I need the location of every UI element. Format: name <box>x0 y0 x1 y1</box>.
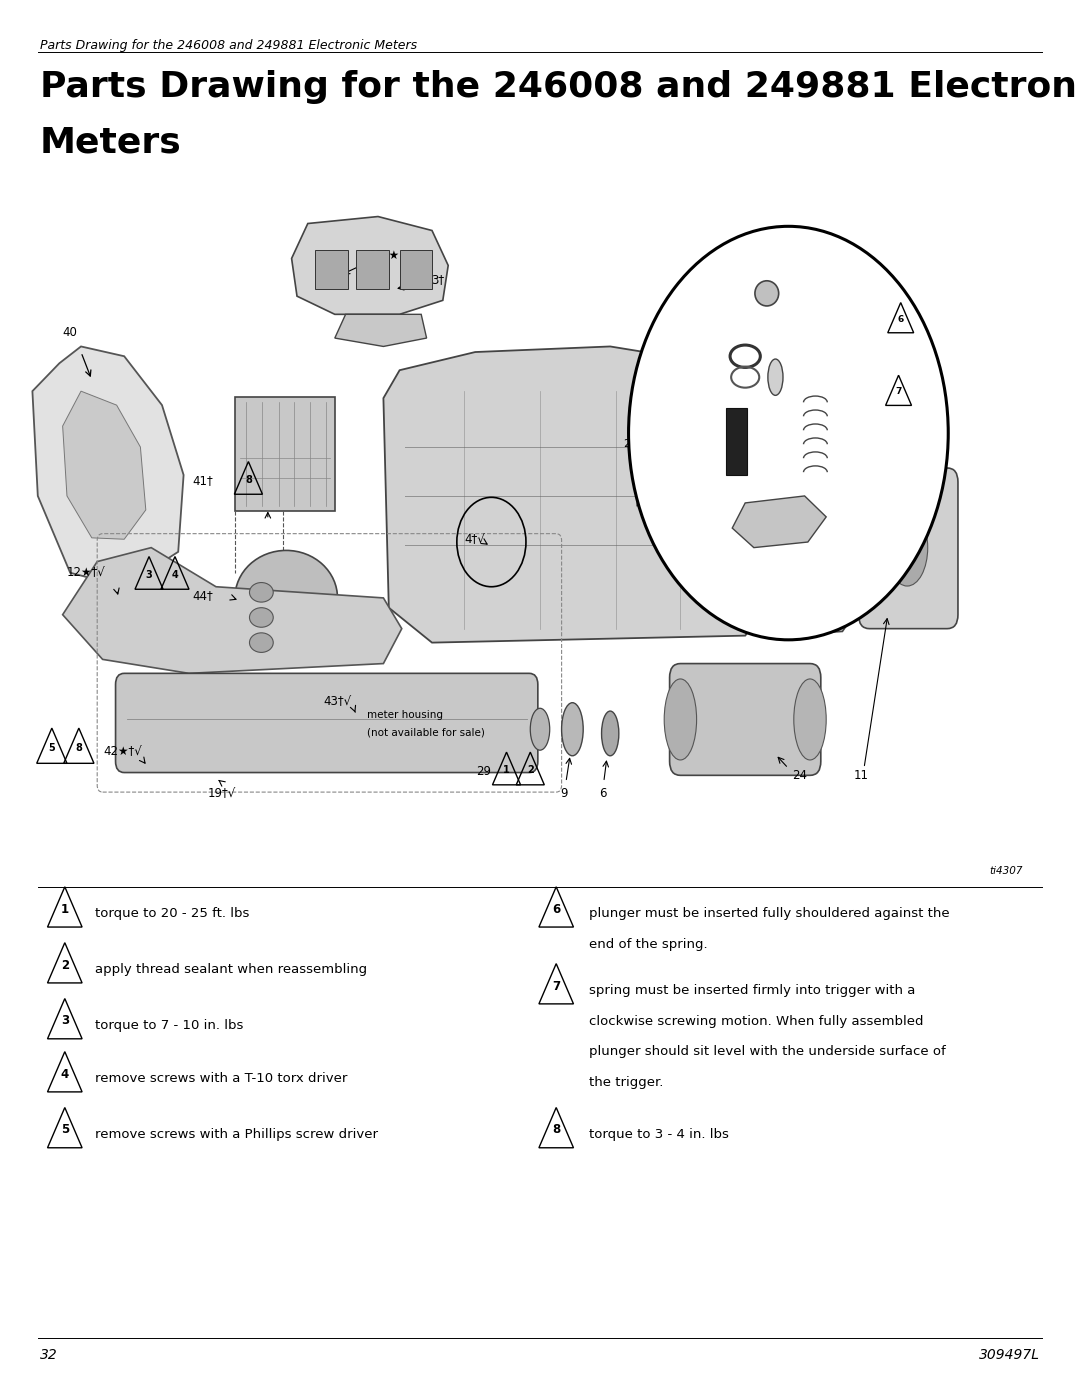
Text: 8: 8 <box>245 475 252 485</box>
Text: torque to 7 - 10 in. lbs: torque to 7 - 10 in. lbs <box>95 1018 243 1032</box>
Text: 14 †√: 14 †√ <box>853 511 882 522</box>
Ellipse shape <box>768 359 783 395</box>
Bar <box>726 408 747 475</box>
Ellipse shape <box>249 608 273 627</box>
Text: 4†√: 4†√ <box>464 532 485 546</box>
Text: 2: 2 <box>527 766 534 775</box>
Text: torque to 20 - 25 ft. lbs: torque to 20 - 25 ft. lbs <box>95 907 249 921</box>
Text: 309497L: 309497L <box>980 1348 1040 1362</box>
Polygon shape <box>63 548 402 673</box>
FancyBboxPatch shape <box>116 673 538 773</box>
Text: the trigger.: the trigger. <box>589 1076 663 1090</box>
Text: 7: 7 <box>552 979 561 992</box>
Text: 22 †√: 22 †√ <box>624 437 653 448</box>
Text: 43†√: 43†√ <box>323 694 351 708</box>
Text: 42★†√: 42★†√ <box>104 745 143 759</box>
Text: plunger must be inserted fully shouldered against the: plunger must be inserted fully shouldere… <box>589 907 949 921</box>
Ellipse shape <box>887 510 928 587</box>
Text: spring must be inserted firmly into trigger with a: spring must be inserted firmly into trig… <box>589 983 915 997</box>
Text: 8: 8 <box>76 743 82 753</box>
Text: 5: 5 <box>60 1123 69 1136</box>
Text: 6: 6 <box>599 787 606 800</box>
Text: ti4307: ti4307 <box>989 866 1024 876</box>
Polygon shape <box>732 496 826 548</box>
Text: 12★†√: 12★†√ <box>67 566 106 580</box>
Text: 36 †√: 36 †√ <box>853 453 882 464</box>
Text: 4: 4 <box>60 1067 69 1080</box>
Polygon shape <box>335 314 427 346</box>
Ellipse shape <box>249 583 273 602</box>
FancyBboxPatch shape <box>670 664 821 775</box>
Circle shape <box>629 226 948 640</box>
Polygon shape <box>383 346 772 643</box>
Text: 18†√: 18†√ <box>886 538 914 552</box>
Text: remove screws with a Phillips screw driver: remove screws with a Phillips screw driv… <box>95 1127 378 1141</box>
FancyBboxPatch shape <box>859 468 958 629</box>
Text: 3†: 3† <box>431 272 444 286</box>
Text: 40: 40 <box>63 326 78 339</box>
Ellipse shape <box>755 281 779 306</box>
Text: 6: 6 <box>552 902 561 915</box>
Text: 32: 32 <box>40 1348 57 1362</box>
Text: 24: 24 <box>792 768 807 782</box>
Bar <box>235 397 335 511</box>
Text: 8: 8 <box>552 1123 561 1136</box>
Text: 19†√: 19†√ <box>207 787 235 800</box>
Text: 44†: 44† <box>192 588 213 602</box>
Ellipse shape <box>249 633 273 652</box>
Text: 1: 1 <box>60 902 69 915</box>
Text: 13 †√: 13 †√ <box>823 386 852 397</box>
Polygon shape <box>292 217 448 314</box>
Bar <box>315 250 348 289</box>
Text: (not available for sale): (not available for sale) <box>367 728 485 738</box>
Text: torque to 3 - 4 in. lbs: torque to 3 - 4 in. lbs <box>589 1127 729 1141</box>
Ellipse shape <box>794 679 826 760</box>
Text: remove screws with a T-10 torx driver: remove screws with a T-10 torx driver <box>95 1071 348 1085</box>
Text: plunger should sit level with the underside surface of: plunger should sit level with the unders… <box>589 1045 945 1059</box>
Bar <box>400 250 432 289</box>
Ellipse shape <box>664 679 697 760</box>
Ellipse shape <box>530 708 550 750</box>
Text: clockwise screwing motion. When fully assembled: clockwise screwing motion. When fully as… <box>589 1014 923 1028</box>
Text: 5: 5 <box>49 743 55 753</box>
Bar <box>356 250 389 289</box>
Text: apply thread sealant when reassembling: apply thread sealant when reassembling <box>95 963 367 977</box>
Polygon shape <box>32 346 184 587</box>
Text: 4: 4 <box>172 570 178 580</box>
Text: Parts Drawing for the 246008 and 249881 Electronic: Parts Drawing for the 246008 and 249881 … <box>40 70 1080 103</box>
Text: 31†★: 31†★ <box>368 247 399 261</box>
Polygon shape <box>63 391 146 539</box>
Text: Meters: Meters <box>40 126 181 159</box>
Polygon shape <box>775 370 864 636</box>
Text: 6: 6 <box>897 314 904 324</box>
Text: 11: 11 <box>853 768 868 782</box>
Text: 3: 3 <box>146 570 152 580</box>
Text: 1: 1 <box>503 766 510 775</box>
Text: end of the spring.: end of the spring. <box>589 937 707 951</box>
Text: 3: 3 <box>60 1014 69 1027</box>
Text: Parts Drawing for the 246008 and 249881 Electronic Meters: Parts Drawing for the 246008 and 249881 … <box>40 39 417 52</box>
Text: 7: 7 <box>895 387 902 397</box>
Text: meter housing: meter housing <box>367 710 443 719</box>
Text: 41†: 41† <box>192 474 213 488</box>
Text: 37 †√: 37 †√ <box>638 362 667 373</box>
Text: 2: 2 <box>60 958 69 971</box>
Ellipse shape <box>235 550 337 645</box>
Text: 29: 29 <box>476 764 491 778</box>
Text: 23 †√: 23 †√ <box>823 313 852 324</box>
Ellipse shape <box>562 703 583 756</box>
Text: 9: 9 <box>561 787 567 800</box>
Ellipse shape <box>602 711 619 756</box>
